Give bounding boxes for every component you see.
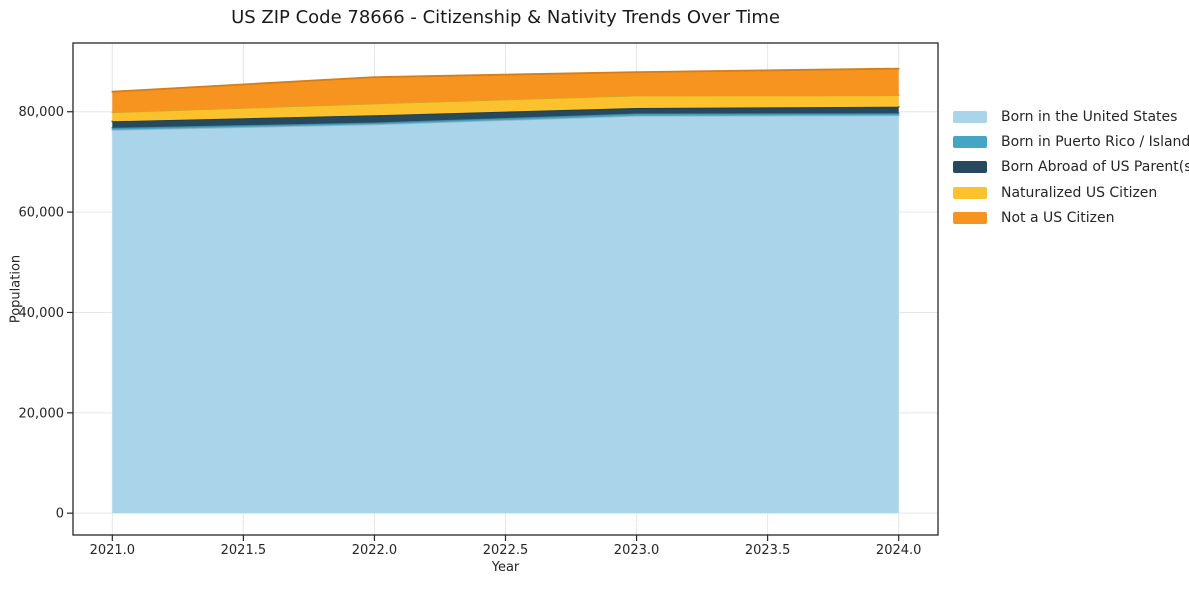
- x-tick-label: 2022.5: [483, 543, 529, 558]
- area-series-0: [112, 115, 899, 514]
- y-tick-label: 0: [56, 507, 64, 522]
- chart-title: US ZIP Code 78666 - Citizenship & Nativi…: [231, 7, 780, 28]
- legend-item: Not a US Citizen: [953, 206, 1189, 231]
- legend-item: Born in the United States: [953, 104, 1189, 129]
- area-series-3: [112, 95, 899, 122]
- x-tick-label: 2023.5: [745, 543, 791, 558]
- x-tick-label: 2021.5: [221, 543, 267, 558]
- legend-swatch-naturalized: [953, 186, 987, 199]
- x-tick-label: 2024.0: [876, 543, 922, 558]
- y-axis-label: Population: [8, 254, 24, 324]
- legend-item: Naturalized US Citizen: [953, 180, 1189, 205]
- legend-label: Born Abroad of US Parent(s): [1001, 159, 1189, 176]
- x-axis-label: Year: [491, 560, 520, 575]
- area-series-1: [112, 113, 899, 130]
- area-series-2: [112, 106, 899, 128]
- legend-item: Born in Puerto Rico / Islands: [953, 129, 1189, 154]
- legend-label: Born in the United States: [1001, 108, 1178, 125]
- legend: Born in the United States Born in Puerto…: [953, 104, 1189, 231]
- y-tick-label: 60,000: [19, 206, 65, 221]
- legend-swatch-born-abroad: [953, 161, 987, 174]
- legend-swatch-born-us: [953, 110, 987, 123]
- area-series-4: [112, 68, 899, 113]
- legend-label: Not a US Citizen: [1001, 210, 1115, 227]
- x-tick-label: 2021.0: [90, 543, 136, 558]
- area-edge-4: [111, 67, 900, 93]
- legend-swatch-puerto-rico: [953, 136, 987, 149]
- legend-item: Born Abroad of US Parent(s): [953, 155, 1189, 180]
- y-tick-label: 40,000: [19, 306, 65, 321]
- y-tick-label: 20,000: [19, 406, 65, 421]
- y-tick-label: 80,000: [19, 105, 65, 120]
- x-tick-label: 2022.0: [352, 543, 398, 558]
- legend-label: Naturalized US Citizen: [1001, 184, 1158, 201]
- legend-label: Born in Puerto Rico / Islands: [1001, 134, 1189, 151]
- x-tick-label: 2023.0: [614, 543, 660, 558]
- legend-swatch-not-citizen: [953, 212, 987, 225]
